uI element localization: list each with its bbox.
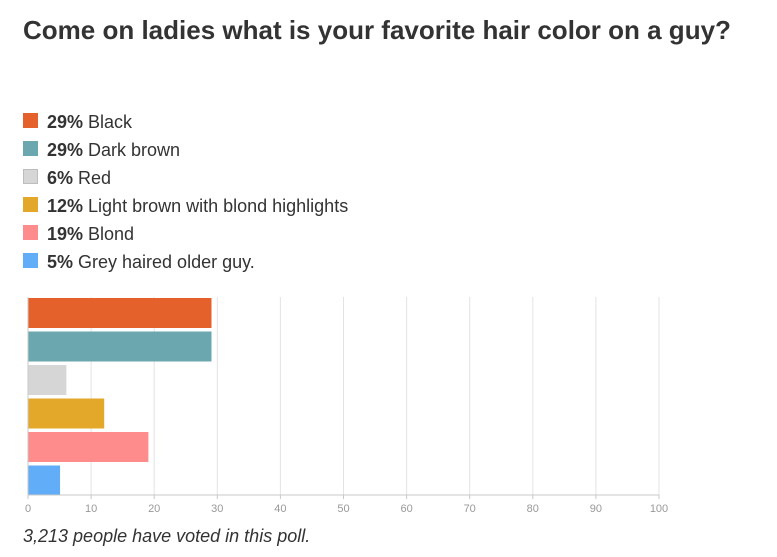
x-tick-label: 20	[148, 503, 160, 515]
x-tick-label: 0	[25, 503, 31, 515]
vote-count: 3,213 people have voted in this poll.	[23, 526, 311, 546]
chart-axis: 0 10 20 30 40 50 60 70 80 90 100	[25, 297, 668, 515]
legend-label: Black	[88, 111, 133, 132]
legend-label: Light brown with blond highlights	[88, 195, 349, 216]
legend-percent: 19%	[47, 223, 84, 244]
x-tick-label: 70	[464, 503, 476, 515]
legend-label: Grey haired older guy.	[78, 251, 255, 272]
x-tick-label: 100	[650, 503, 668, 515]
legend-swatch	[23, 196, 38, 212]
legend-swatch	[23, 252, 38, 268]
x-tick-label: 60	[400, 503, 412, 515]
x-tick-label: 30	[211, 503, 223, 515]
legend-label: Red	[78, 167, 112, 188]
bar	[28, 398, 105, 429]
x-tick-label: 80	[527, 503, 539, 515]
x-tick-label: 40	[274, 503, 286, 515]
legend-percent: 6%	[47, 167, 74, 188]
legend-label: Dark brown	[88, 139, 181, 160]
legend-item: 5% Grey haired older guy.	[23, 248, 348, 276]
legend-item: 19% Blond	[23, 220, 348, 248]
legend-percent: 5%	[47, 251, 74, 272]
x-tick-label: 10	[85, 503, 97, 515]
bar	[28, 365, 67, 395]
bar	[28, 298, 212, 328]
legend-item: 29% Black	[23, 108, 348, 136]
legend-percent: 29%	[47, 111, 84, 132]
legend-swatch	[23, 140, 38, 156]
x-tick-label: 90	[590, 503, 602, 515]
legend-item: 29% Dark brown	[23, 136, 348, 164]
poll-legend: 29% Black 29% Dark brown 6% Red 12% Light brown…	[23, 108, 348, 276]
legend-label: Blond	[88, 223, 135, 244]
bar	[28, 432, 149, 462]
chart-gridlines	[90, 297, 660, 495]
legend-swatch	[23, 168, 38, 184]
legend-swatch	[23, 112, 38, 128]
x-tick-label: 50	[337, 503, 349, 515]
bar	[28, 331, 212, 362]
poll-title: Come on ladies what is your favorite hai…	[23, 15, 731, 45]
bar	[28, 465, 61, 496]
legend-item: 12% Light brown with blond highlights	[23, 192, 348, 220]
legend-percent: 29%	[47, 139, 84, 160]
chart-bars	[28, 298, 212, 496]
legend-percent: 12%	[47, 195, 84, 216]
legend-swatch	[23, 224, 38, 240]
legend-item: 6% Red	[23, 164, 348, 192]
